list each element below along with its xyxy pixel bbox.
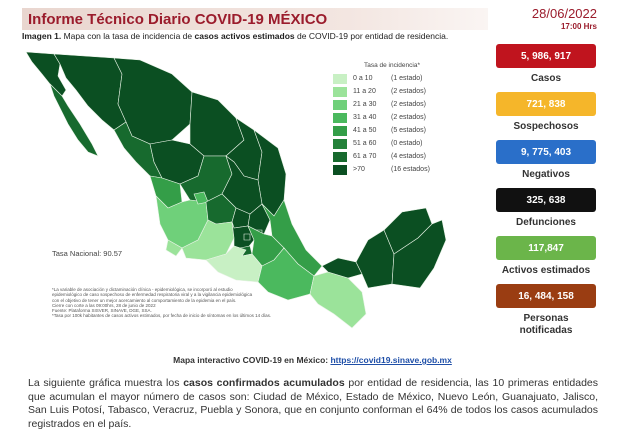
legend-item: 11 a 20 (2 estados) xyxy=(333,85,451,98)
stat-casos-label: Casos xyxy=(530,73,561,84)
caption-text-after: de COVID-19 por entidad de residencia. xyxy=(294,31,449,41)
stat-sospechosos-label: Sospechosos xyxy=(513,121,579,132)
state-colima xyxy=(165,239,183,257)
header-band xyxy=(22,8,488,30)
legend-count: (1 estado) xyxy=(391,75,423,82)
interactive-map-label: Mapa interactivo COVID-19 en México: xyxy=(173,355,331,365)
paragraph-text-2: por entidad de residencia, las 10 primer… xyxy=(28,377,599,430)
legend-item: 31 a 40 (2 estados) xyxy=(333,111,451,124)
legend-swatch xyxy=(333,112,347,123)
state-coahuila xyxy=(189,91,245,157)
map-legend: Tasa de incidencia* 0 a 10 (1 estado) 11… xyxy=(333,62,451,176)
legend-swatch xyxy=(333,125,347,136)
legend-count: (5 estados) xyxy=(391,127,427,134)
stat-negativos-value: 9, 775, 403 xyxy=(496,140,596,164)
caption-bold: casos activos estimados xyxy=(194,31,295,41)
legend-swatch xyxy=(333,86,347,97)
stat-sospechosos-value: 721, 838 xyxy=(496,92,596,116)
legend-range: 41 a 50 xyxy=(353,127,377,134)
state-estado-de-mexico xyxy=(231,221,255,251)
state-guerrero xyxy=(205,245,263,283)
stat-casos-value: 5, 986, 917 xyxy=(496,44,596,68)
legend-item: 61 a 70 (4 estados) xyxy=(333,150,451,163)
map-svg xyxy=(25,51,447,329)
legend-item: 41 a 50 (5 estados) xyxy=(333,124,451,137)
legend-count: (2 estados) xyxy=(391,101,427,108)
state-hidalgo xyxy=(247,203,271,235)
interactive-map-link[interactable]: https://covid19.sinave.gob.mx xyxy=(330,355,452,365)
map-notes: *La variable de asociación y dictaminaci… xyxy=(52,287,342,319)
report-title: Informe Técnico Diario COVID-19 MÉXICO xyxy=(28,11,328,28)
legend-count: (4 estados) xyxy=(391,153,427,160)
stat-defunciones-label: Defunciones xyxy=(515,217,576,228)
stat-notificadas-value: 16, 484, 158 xyxy=(496,284,596,308)
note-line: Cierre con corte a las 09:00hrs, 28 de j… xyxy=(52,302,156,308)
legend-count: (2 estados) xyxy=(391,88,427,95)
legend-range: 0 a 10 xyxy=(353,75,373,82)
legend-range: 61 a 70 xyxy=(353,153,377,160)
legend-title: Tasa de incidencia* xyxy=(363,62,420,69)
note-line: *Tasa por 100k habitantes de casos activ… xyxy=(52,313,272,319)
state-baja-california-sur xyxy=(49,83,99,157)
state-cdmx xyxy=(243,233,251,241)
legend-range: 11 a 20 xyxy=(353,88,376,95)
legend-count: (2 estados) xyxy=(391,114,427,121)
legend-swatch xyxy=(333,99,347,110)
stats-panel: 5, 986, 917 Casos 721, 838 Sospechosos 9… xyxy=(496,44,596,344)
report-time: 17:00 Hrs xyxy=(560,22,597,31)
note-line: *La variable de asociación y dictaminaci… xyxy=(52,287,233,292)
paragraph-text-1: La siguiente gráfica muestra los xyxy=(28,377,184,389)
legend-swatch xyxy=(333,151,347,162)
legend-swatch xyxy=(333,164,347,175)
legend-swatch xyxy=(333,73,347,84)
legend-count: (0 estado) xyxy=(391,140,423,147)
stat-activos-value: 117,847 xyxy=(496,236,596,260)
legend-range: >70 xyxy=(353,166,365,173)
note-line: Fuente: Plataforma SISVER, SINAVE, DGE, … xyxy=(52,308,152,314)
legend-item: 21 a 30 (2 estados) xyxy=(333,98,451,111)
tasa-nacional: Tasa Nacional: 90.57 xyxy=(52,249,123,258)
legend-item: 0 a 10 (1 estado) xyxy=(333,72,451,85)
legend-count: (16 estados) xyxy=(391,166,430,173)
stat-negativos-label: Negativos xyxy=(522,169,570,180)
paragraph-bold: casos confirmados acumulados xyxy=(183,377,345,389)
legend-range: 31 a 40 xyxy=(353,114,377,121)
stat-notificadas-label: Personas notificadas xyxy=(519,313,573,336)
stat-activos-label: Activos estimados xyxy=(501,265,591,276)
legend-swatch xyxy=(333,138,347,149)
legend-item: 51 a 60 (0 estado) xyxy=(333,137,451,150)
note-line: epidemiológico de caso sospechoso de enf… xyxy=(52,292,253,298)
state-quintana-roo xyxy=(391,219,447,289)
stat-defunciones-value: 325, 638 xyxy=(496,188,596,212)
image-caption: Imagen 1. Mapa con la tasa de incidencia… xyxy=(22,31,448,41)
legend-range: 51 a 60 xyxy=(353,140,377,147)
caption-text-before: Mapa con la tasa de incidencia de xyxy=(61,31,195,41)
note-line: con el objetivo de tener un mejor acerca… xyxy=(52,297,237,303)
report-date: 28/06/2022 xyxy=(531,6,597,21)
report-header: Informe Técnico Diario COVID-19 MÉXICO 2… xyxy=(0,0,625,36)
interactive-map-line: Mapa interactivo COVID-19 en México: htt… xyxy=(0,355,625,365)
legend-item: >70 (16 estados) xyxy=(333,163,451,176)
state-veracruz xyxy=(261,199,323,277)
caption-prefix: Imagen 1. xyxy=(22,31,62,41)
body-paragraph: La siguiente gráfica muestra los casos c… xyxy=(28,377,598,431)
legend-range: 21 a 30 xyxy=(353,101,377,108)
mexico-incidence-map xyxy=(22,44,488,334)
